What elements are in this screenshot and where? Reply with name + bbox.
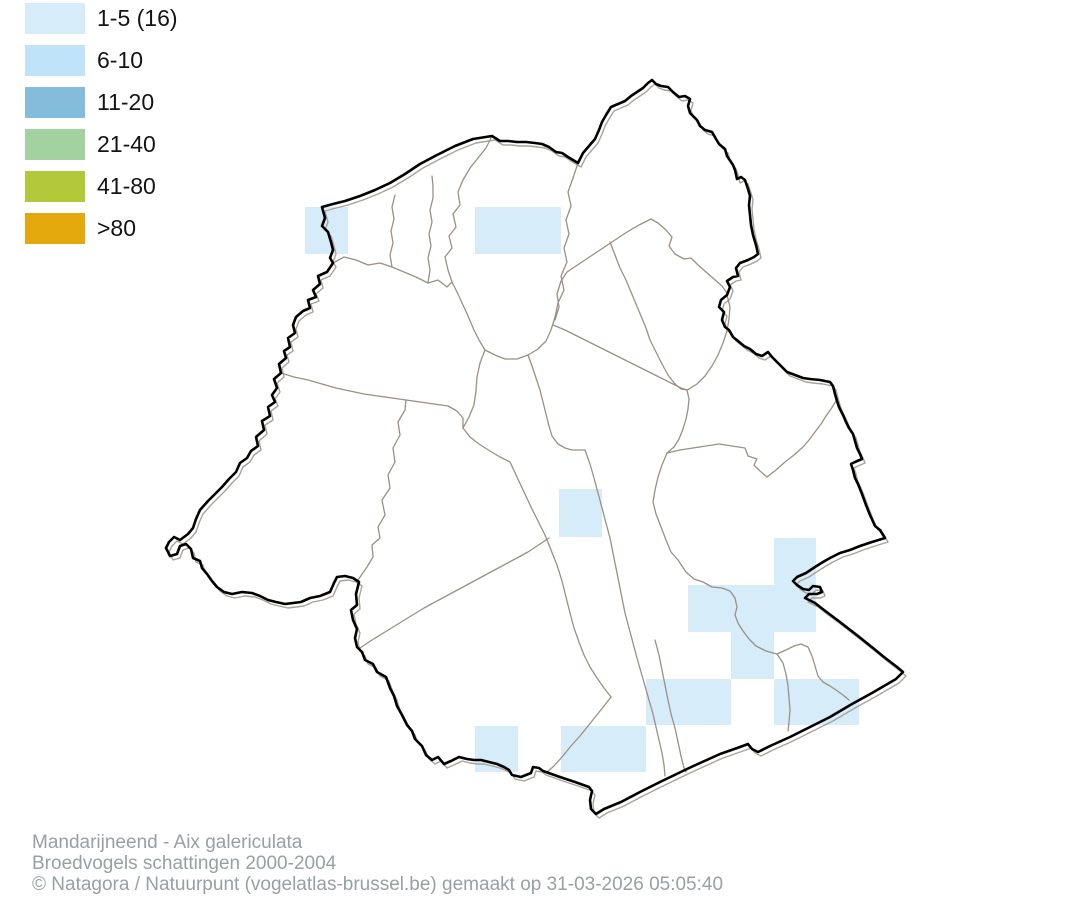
footer-credits: Mandarijneend - Aix galericulata Broedvo… bbox=[32, 832, 723, 895]
atlas-cell-12 bbox=[816, 679, 859, 725]
region-shadow-outline bbox=[168, 83, 907, 819]
legend-label: 11-20 bbox=[97, 89, 155, 115]
atlas-cell-8 bbox=[731, 632, 774, 679]
legend-label: 6-10 bbox=[97, 47, 144, 73]
atlas-cell-9 bbox=[646, 679, 688, 725]
legend-label: 21-40 bbox=[97, 131, 156, 157]
legend-item-2: 11-20 bbox=[25, 87, 178, 118]
legend-swatch bbox=[25, 129, 85, 160]
legend-label: >80 bbox=[97, 215, 137, 241]
legend-swatch bbox=[25, 213, 85, 244]
atlas-cell-3 bbox=[559, 489, 602, 537]
legend-item-0: 1-5 (16) bbox=[25, 3, 178, 34]
legend-item-5: >80 bbox=[25, 213, 178, 244]
atlas-cell-10 bbox=[688, 679, 731, 725]
region-border bbox=[164, 78, 905, 816]
legend-item-3: 21-40 bbox=[25, 129, 178, 160]
legend-swatch bbox=[25, 87, 85, 118]
legend: 1-5 (16) 6-10 11-20 21-40 41-80 >80 bbox=[25, 3, 178, 255]
municipality-borders bbox=[280, 135, 850, 777]
legend-swatch bbox=[25, 3, 85, 34]
legend-item-1: 6-10 bbox=[25, 45, 178, 76]
atlas-cell-14 bbox=[604, 726, 646, 772]
atlas-cell-11 bbox=[774, 679, 816, 725]
legend-label: 1-5 (16) bbox=[97, 5, 178, 31]
legend-swatch bbox=[25, 171, 85, 202]
atlas-cell-1 bbox=[475, 207, 518, 254]
survey-subtitle: Broedvogels schattingen 2000-2004 bbox=[32, 853, 337, 874]
legend-label: 41-80 bbox=[97, 173, 156, 199]
legend-swatch bbox=[25, 45, 85, 76]
atlas-cell-5 bbox=[774, 585, 816, 632]
copyright-line: © Natagora / Natuurpunt (vogelatlas-brus… bbox=[32, 874, 724, 895]
atlas-cell-7 bbox=[731, 585, 774, 632]
legend-item-4: 41-80 bbox=[25, 171, 178, 202]
atlas-cell-2 bbox=[518, 207, 561, 254]
atlas-cell-6 bbox=[688, 585, 731, 632]
occupied-cells-layer bbox=[305, 207, 859, 772]
species-title: Mandarijneend - Aix galericulata bbox=[32, 832, 303, 853]
